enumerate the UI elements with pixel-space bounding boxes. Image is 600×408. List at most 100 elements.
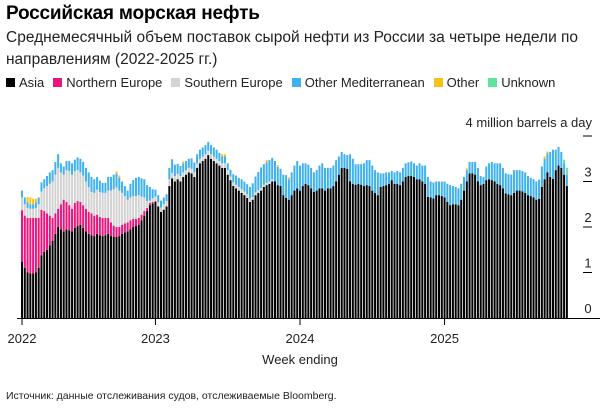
bar-segment-northern-europe [84, 208, 87, 232]
bar-segment-southern-europe [160, 207, 162, 212]
bar-segment-asia [171, 178, 174, 318]
bar-segment-asia [476, 181, 479, 318]
bar-segment-other-mediterranean [499, 163, 502, 186]
bar-segment-other-mediterranean [190, 158, 193, 169]
bar-segment-asia [368, 186, 371, 318]
bar-segment-other-mediterranean [424, 165, 427, 184]
bar-segment-asia [212, 161, 215, 318]
bar-segment-other [543, 156, 546, 159]
bar-segment-other-mediterranean [237, 177, 240, 187]
bar-segment-southern-europe [246, 194, 249, 198]
bar-segment-asia [232, 186, 235, 318]
bar-segment-other-mediterranean [212, 147, 215, 157]
bar-segment-asia [185, 174, 188, 318]
bar-segment-northern-europe [107, 217, 110, 234]
bar-segment-southern-europe [68, 171, 71, 206]
bar-segment-asia [109, 236, 112, 318]
bar-segment-other-mediterranean [418, 163, 421, 180]
bar-segment-southern-europe [90, 191, 93, 214]
bar-segment-asia [104, 235, 107, 318]
bar-segment-southern-europe [107, 190, 110, 218]
legend: Asia Northern Europe Southern Europe Other … [6, 73, 566, 92]
bar-segment-other-mediterranean [226, 163, 229, 171]
bar-segment-asia [179, 181, 182, 318]
bar-segment-southern-europe [223, 163, 226, 168]
bar-segment-asia [518, 190, 521, 318]
bar-segment-other-mediterranean [257, 171, 260, 191]
x-tick-label: 2023 [141, 331, 170, 346]
bar-segment-other-mediterranean [79, 158, 82, 173]
bar-segment-asia [87, 233, 90, 318]
bar-segment-asia [148, 205, 151, 318]
bar-segment-other-mediterranean [293, 165, 296, 191]
legend-label: Other Mediterranean [304, 75, 425, 90]
bar-segment-asia [282, 195, 285, 318]
bar-segment-asia [51, 240, 54, 318]
bar-segment-other-mediterranean [315, 170, 318, 191]
bar-segment-asia [543, 179, 546, 318]
bar-segment-asia [399, 185, 402, 318]
bar-segment-asia [560, 167, 563, 318]
bar-segment-asia [318, 188, 321, 318]
bar-segment-other-mediterranean [193, 162, 196, 173]
bar-segment-northern-europe [54, 213, 57, 234]
bar-segment-asia [501, 188, 504, 318]
bar-segment-asia [349, 181, 352, 318]
bar-segment-other-mediterranean [449, 185, 452, 206]
bar-segment-other-mediterranean [543, 158, 546, 180]
bar-segment-asia [107, 233, 110, 318]
bar-segment-other-mediterranean [46, 176, 49, 187]
bar-segment-southern-europe [218, 161, 221, 166]
bar-segment-asia [390, 180, 393, 318]
bar-segment-other-mediterranean [204, 145, 207, 155]
bar-segment-asia [451, 204, 454, 318]
bar-segment-asia [337, 174, 340, 318]
bar-segment-southern-europe [268, 181, 271, 184]
stacked-bar-chart: 2022 2023 2024 2025 0 1 2 3 4 million barrels a … [8, 115, 600, 346]
bar-segment-other-mediterranean [215, 149, 218, 159]
bar-segment-other-mediterranean [34, 202, 37, 208]
bar-segment-northern-europe [137, 217, 140, 225]
bar-segment-other-mediterranean [454, 186, 457, 205]
bar-segment-southern-europe [173, 176, 176, 182]
bar-segment-southern-europe [71, 174, 74, 209]
bar-segment-other-mediterranean [185, 161, 188, 171]
bar-segment-asia [521, 191, 524, 318]
bar-segment-other-mediterranean [40, 182, 43, 192]
bar-segment-other-mediterranean [68, 161, 71, 172]
legend-item: Other Mediterranean [291, 73, 425, 92]
bar-segment-asia [429, 197, 432, 319]
bar-segment-other-mediterranean [143, 179, 146, 198]
bar-segment-southern-europe [237, 186, 240, 191]
bar-segment-asia [285, 197, 288, 318]
bar-segment-asia [485, 180, 488, 318]
bar-segment-other-mediterranean [368, 160, 371, 187]
bar-segment-northern-europe [23, 215, 26, 268]
bar-segment-southern-europe [243, 191, 246, 196]
bar-segment-southern-europe [98, 191, 101, 217]
bar-segment-northern-europe [29, 217, 32, 274]
legend-label: Other [446, 75, 480, 90]
chart-title: Российская морская нефть [6, 3, 260, 24]
bar-segment-southern-europe [215, 158, 218, 164]
bar-segment-other-mediterranean [43, 179, 46, 189]
bar-segment-other-mediterranean [235, 175, 238, 185]
bar-segment-other-mediterranean [440, 181, 443, 197]
bar-segment-northern-europe [65, 201, 68, 230]
bar-segment-other-mediterranean [504, 173, 507, 194]
x-tick-label: 2022 [8, 331, 37, 346]
bar-segment-southern-europe [207, 150, 210, 156]
bar-segment-asia [329, 188, 332, 318]
bar-segment-other-mediterranean [518, 170, 521, 191]
bar-segment-asia [421, 181, 424, 318]
bar-segment-northern-europe [98, 216, 101, 236]
bar-segment-southern-europe [254, 192, 257, 196]
bar-segment-asia [538, 198, 541, 318]
bar-segment-other-mediterranean [162, 197, 165, 205]
legend-swatch [171, 78, 181, 87]
bar-segment-other-mediterranean [412, 163, 415, 177]
bar-segment-other-mediterranean [98, 180, 101, 192]
bar-segment-asia [237, 190, 240, 318]
bar-segment-other-mediterranean [401, 167, 404, 182]
bar-segment-other [115, 171, 118, 174]
